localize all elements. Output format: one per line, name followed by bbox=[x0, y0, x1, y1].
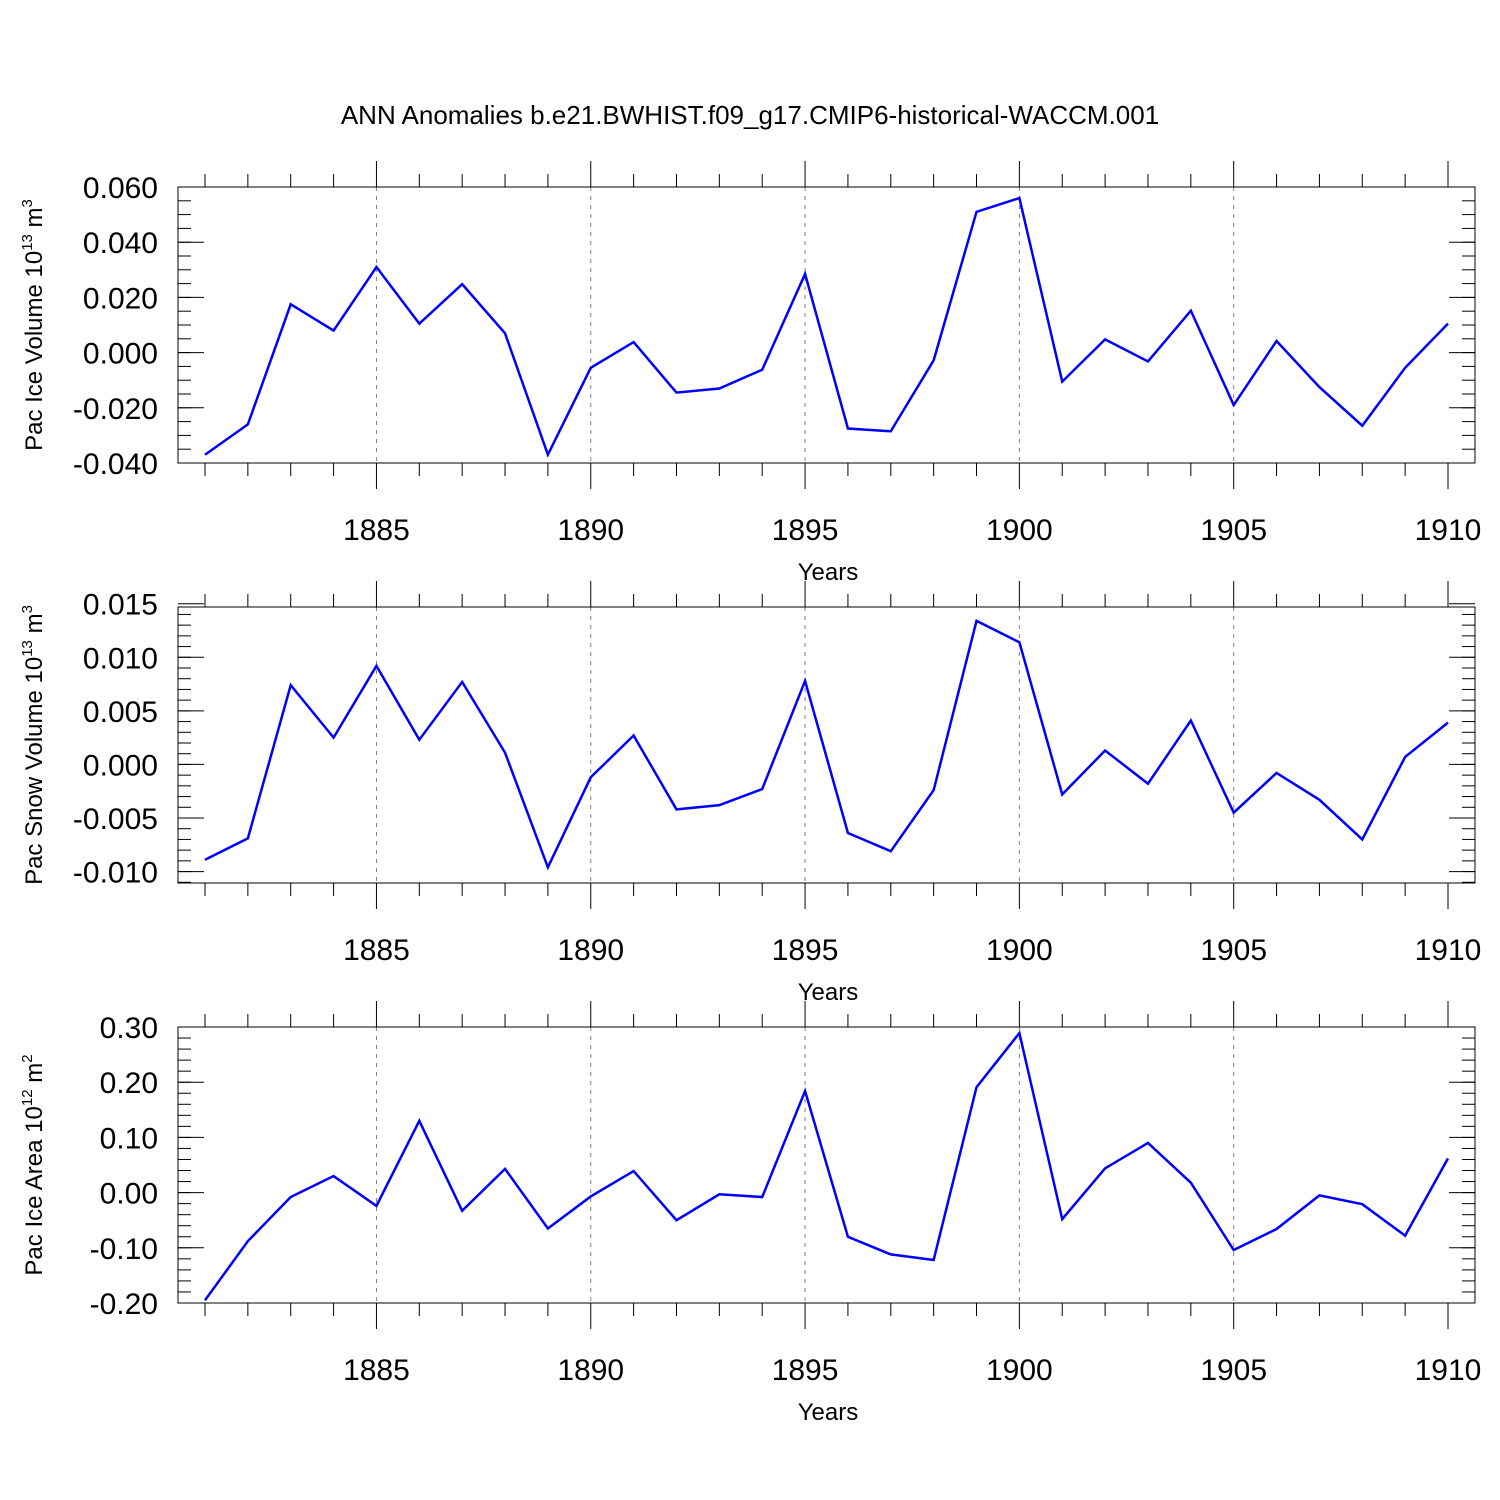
y-tick-label: 0.010 bbox=[83, 642, 158, 675]
y-tick-label: 0.000 bbox=[83, 338, 158, 371]
x-tick-label: 1900 bbox=[986, 514, 1053, 547]
x-axis-label: Years bbox=[798, 559, 859, 586]
y-tick-label: 0.015 bbox=[83, 589, 158, 622]
plot-frame bbox=[177, 606, 1476, 884]
y-tick-label: 0.20 bbox=[100, 1067, 158, 1100]
x-tick-label: 1890 bbox=[557, 934, 624, 967]
x-tick-label: 1900 bbox=[986, 934, 1053, 967]
panel-2: -0.010 -0.005 0.000 0.005 0.010 0.015 1885 1890… bbox=[19, 581, 1481, 1006]
y-tick-label: -0.010 bbox=[73, 857, 158, 890]
y-axis-label: Pac Ice Volume 1013 m3 bbox=[19, 199, 48, 451]
plot-frame bbox=[177, 1026, 1476, 1304]
x-tick-label: 1895 bbox=[772, 514, 839, 547]
x-tick-label: 1900 bbox=[986, 1354, 1053, 1387]
x-tick-label: 1905 bbox=[1200, 934, 1267, 967]
y-tick-label: 0.30 bbox=[100, 1012, 158, 1045]
y-tick-label: 0.10 bbox=[100, 1122, 158, 1155]
panel-1: -0.040 -0.020 0.000 0.020 0.040 0.060 1885 1890… bbox=[19, 161, 1481, 586]
x-tick-label: 1910 bbox=[1415, 514, 1482, 547]
y-tick-label: 0.000 bbox=[83, 749, 158, 782]
y-axis-label: Pac Snow Volume 1013 m3 bbox=[19, 605, 48, 885]
x-tick-label: 1905 bbox=[1200, 514, 1267, 547]
panel-3: -0.20 -0.10 0.00 0.10 0.20 0.30 1885 1890 1895 19… bbox=[19, 1001, 1481, 1426]
series-line bbox=[204, 619, 1449, 871]
y-tick-label: 0.020 bbox=[83, 282, 158, 315]
x-axis-label: Years bbox=[798, 979, 859, 1006]
y-axis-label: Pac Ice Area 1012 m2 bbox=[19, 1054, 48, 1275]
x-tick-label: 1895 bbox=[772, 1354, 839, 1387]
x-tick-label: 1890 bbox=[557, 514, 624, 547]
y-tick-label: -0.040 bbox=[73, 448, 158, 481]
x-tick-label: 1905 bbox=[1200, 1354, 1267, 1387]
y-tick-label: -0.005 bbox=[73, 803, 158, 836]
y-tick-label: -0.20 bbox=[90, 1288, 158, 1321]
plot-frame bbox=[177, 186, 1476, 464]
y-tick-label: 0.040 bbox=[83, 227, 158, 260]
x-tick-label: 1885 bbox=[343, 934, 410, 967]
x-tick-label: 1885 bbox=[343, 1354, 410, 1387]
x-tick-label: 1910 bbox=[1415, 1354, 1482, 1387]
x-tick-label: 1895 bbox=[772, 934, 839, 967]
x-tick-label: 1885 bbox=[343, 514, 410, 547]
series-line bbox=[204, 196, 1449, 458]
y-tick-label: -0.020 bbox=[73, 393, 158, 426]
x-tick-label: 1910 bbox=[1415, 934, 1482, 967]
x-axis-label: Years bbox=[798, 1399, 859, 1426]
chart-title: ANN Anomalies b.e21.BWHIST.f09_g17.CMIP6… bbox=[341, 100, 1159, 130]
y-tick-label: -0.10 bbox=[90, 1233, 158, 1266]
y-tick-label: 0.005 bbox=[83, 696, 158, 729]
x-tick-label: 1890 bbox=[557, 1354, 624, 1387]
y-tick-label: 0.060 bbox=[83, 172, 158, 205]
panels-group: -0.040 -0.020 0.000 0.020 0.040 0.060 1885 1890… bbox=[19, 161, 1481, 1426]
series-line bbox=[203, 1030, 1450, 1301]
y-tick-label: 0.00 bbox=[100, 1178, 158, 1211]
